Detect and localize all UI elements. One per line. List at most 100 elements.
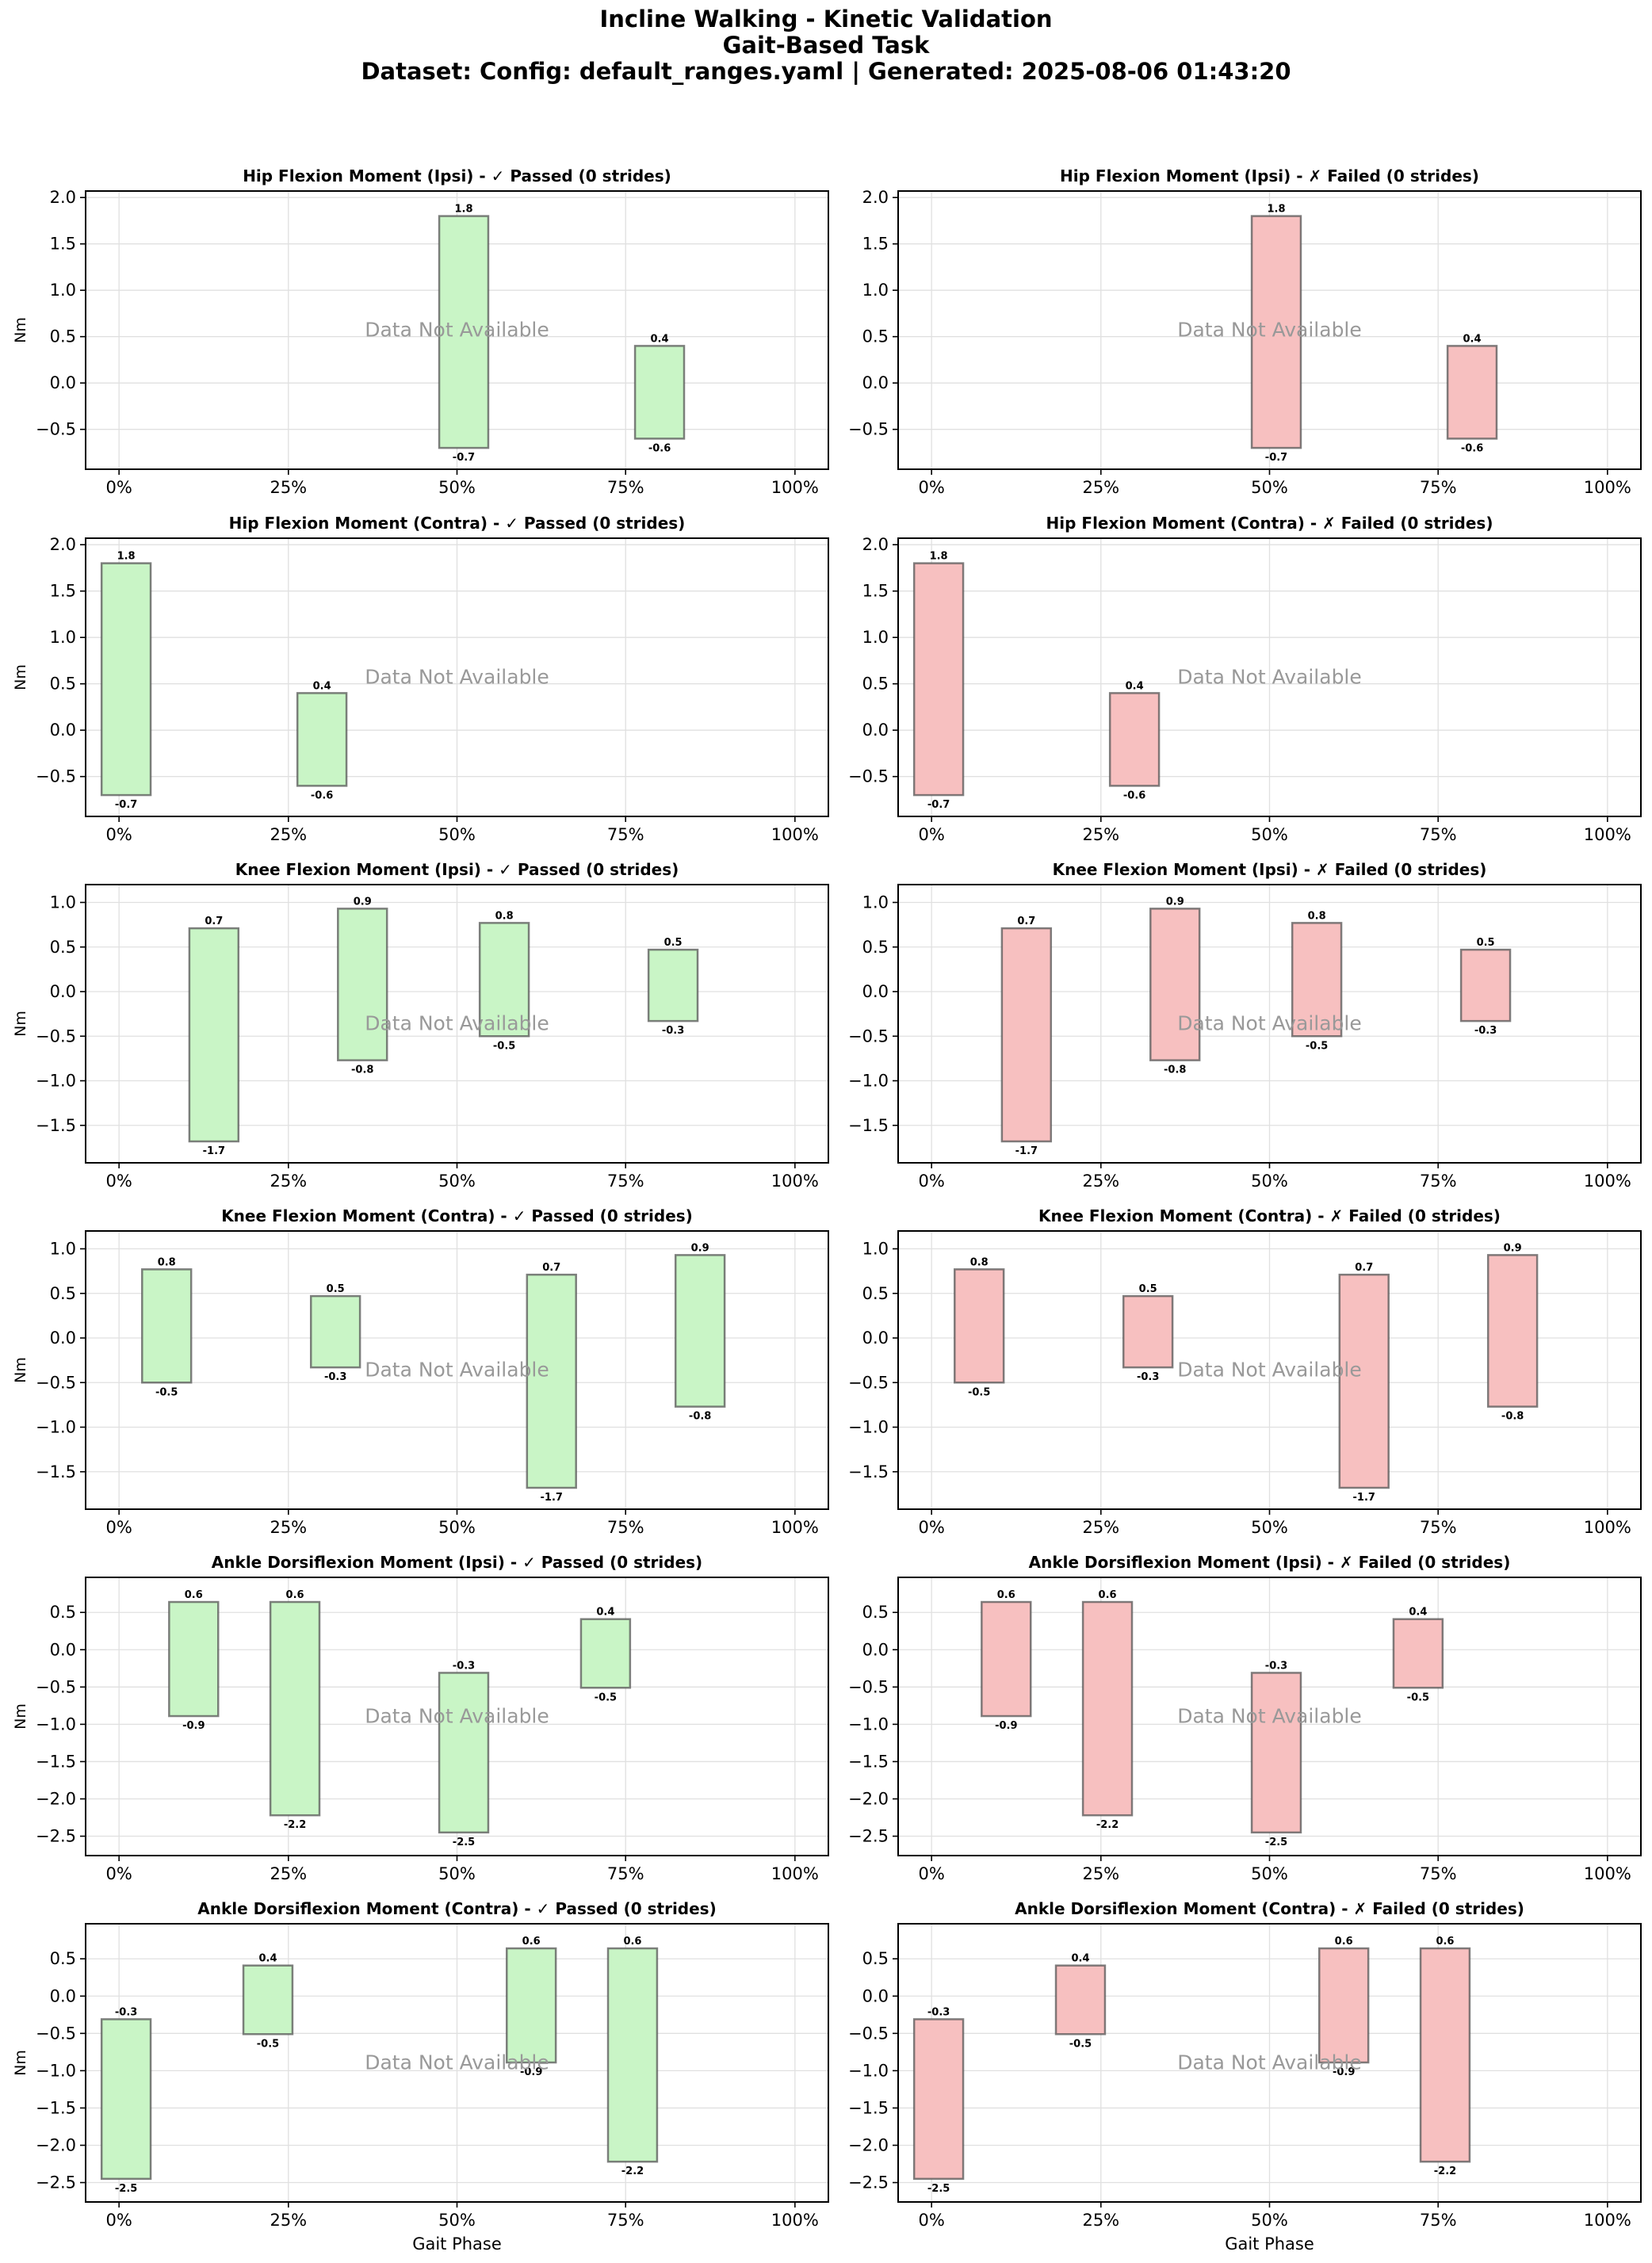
x-tick-label: 75% xyxy=(1420,1518,1457,1537)
bar-max-label: 0.7 xyxy=(1355,1262,1373,1274)
range-bar-2 xyxy=(635,346,684,438)
bar-min-label: -2.5 xyxy=(927,2183,950,2195)
x-tick-label: 75% xyxy=(1420,1864,1457,1883)
bar-max-label: 0.8 xyxy=(970,1256,989,1268)
bar-min-label: -2.5 xyxy=(453,1837,475,1848)
bar-min-label: -0.6 xyxy=(1461,442,1483,454)
x-tick-label: 50% xyxy=(438,2211,476,2230)
range-bar-4 xyxy=(1461,950,1510,1021)
range-bar-3 xyxy=(527,1275,576,1488)
subplot-4: 1.8-0.70.4-0.6Data Not Available0% 25% 50%… xyxy=(848,514,1641,844)
subplot-12: -0.3-2.50.4-0.50.6-0.90.6-2.2Data Not Av… xyxy=(848,1899,1641,2253)
y-tick-label: 0.5 xyxy=(50,1949,76,1968)
y-tick-label: −1.0 xyxy=(36,2061,76,2080)
y-tick-label: −1.5 xyxy=(848,1462,889,1481)
y-tick-label: 1.0 xyxy=(50,281,76,300)
y-tick-label: 1.0 xyxy=(862,628,889,647)
x-tick-label: 0% xyxy=(919,1518,945,1537)
subplot-8: 0.8-0.50.5-0.30.7-1.70.9-0.8Data Not Ava… xyxy=(848,1206,1641,1537)
x-tick-label: 100% xyxy=(1584,2211,1631,2230)
range-bar-1 xyxy=(914,2019,963,2178)
y-axis-label: Nm xyxy=(12,664,29,690)
range-bar-2 xyxy=(270,1602,319,1815)
bar-min-label: -0.3 xyxy=(324,1371,346,1383)
y-tick-label: 0.0 xyxy=(50,1640,76,1659)
data-not-available-label: Data Not Available xyxy=(365,666,549,689)
y-tick-label: −2.5 xyxy=(36,1827,76,1846)
y-tick-label: −0.5 xyxy=(36,1677,76,1696)
x-tick-label: 100% xyxy=(771,825,819,844)
bar-max-label: 0.7 xyxy=(542,1262,560,1274)
range-bar-4 xyxy=(1394,1619,1443,1688)
range-bar-2 xyxy=(1110,693,1159,786)
subplot-title: Ankle Dorsiflexion Moment (Ipsi) - ✓ Pas… xyxy=(212,1553,702,1572)
x-tick-label: 75% xyxy=(607,478,644,497)
bar-max-label: 0.5 xyxy=(1477,937,1495,949)
range-bar-1 xyxy=(954,1269,1004,1382)
data-not-available-label: Data Not Available xyxy=(365,1359,549,1382)
bar-min-label: -0.7 xyxy=(453,452,475,464)
y-tick-label: −0.5 xyxy=(36,420,76,439)
bar-min-label: -0.5 xyxy=(493,1040,515,1052)
bar-min-label: -0.8 xyxy=(1164,1065,1186,1076)
bar-max-label: 0.5 xyxy=(1139,1283,1157,1295)
bar-max-label: 0.9 xyxy=(1504,1242,1522,1254)
y-tick-label: −1.0 xyxy=(848,2061,889,2080)
y-tick-label: 0.0 xyxy=(50,1986,76,2005)
y-tick-label: −2.5 xyxy=(36,2173,76,2192)
bar-max-label: 0.6 xyxy=(623,1936,641,1948)
subplot-title: Ankle Dorsiflexion Moment (Ipsi) - ✗ Fai… xyxy=(1029,1553,1511,1572)
bar-min-label: -2.2 xyxy=(284,1819,306,1831)
bar-max-label: 0.6 xyxy=(1099,1589,1117,1601)
range-bar-3 xyxy=(439,1672,488,1832)
range-bar-1 xyxy=(189,928,239,1141)
bar-min-label: -0.5 xyxy=(155,1386,178,1398)
bar-min-label: -0.7 xyxy=(115,799,137,811)
bar-min-label: -1.7 xyxy=(1353,1492,1375,1504)
x-tick-label: 0% xyxy=(106,2211,132,2230)
x-tick-label: 25% xyxy=(1082,1864,1119,1883)
data-not-available-label: Data Not Available xyxy=(1177,1359,1362,1382)
y-tick-label: −2.0 xyxy=(36,1789,76,1808)
y-tick-label: 2.0 xyxy=(862,188,889,207)
range-bar-4 xyxy=(581,1619,630,1688)
range-bar-2 xyxy=(1123,1296,1172,1367)
y-tick-label: −1.0 xyxy=(36,1418,76,1437)
x-tick-label: 0% xyxy=(919,478,945,497)
y-tick-label: 1.0 xyxy=(50,893,76,912)
bar-max-label: 0.6 xyxy=(522,1936,541,1948)
bar-max-label: 0.4 xyxy=(596,1607,614,1619)
range-bar-2 xyxy=(1150,908,1199,1060)
bar-max-label: -0.3 xyxy=(1265,1660,1287,1672)
y-tick-label: −0.5 xyxy=(36,2024,76,2043)
y-tick-label: −0.5 xyxy=(848,2024,889,2043)
bar-max-label: 0.4 xyxy=(1409,1607,1427,1619)
bar-max-label: 0.8 xyxy=(158,1256,176,1268)
subplot-9: 0.6-0.90.6-2.2-0.3-2.50.4-0.5Data Not Av… xyxy=(12,1553,828,1883)
data-not-available-label: Data Not Available xyxy=(365,2051,549,2074)
x-tick-label: 0% xyxy=(919,1172,945,1191)
y-tick-label: −2.5 xyxy=(848,2173,889,2192)
x-tick-label: 25% xyxy=(1082,825,1119,844)
y-tick-label: −1.5 xyxy=(36,2098,76,2117)
bar-max-label: 0.5 xyxy=(664,937,683,949)
bar-max-label: 0.9 xyxy=(354,896,372,908)
bar-min-label: -2.5 xyxy=(115,2183,137,2195)
x-tick-label: 50% xyxy=(1251,1518,1288,1537)
subplot-title: Hip Flexion Moment (Ipsi) - ✓ Passed (0 … xyxy=(243,166,671,185)
y-tick-label: 0.0 xyxy=(862,1328,889,1347)
y-axis-label: Nm xyxy=(12,1357,29,1383)
x-tick-label: 50% xyxy=(1251,478,1288,497)
y-tick-label: 1.0 xyxy=(50,1240,76,1259)
bar-min-label: -0.5 xyxy=(257,2038,279,2050)
range-bar-1 xyxy=(101,564,151,796)
x-tick-label: 50% xyxy=(1251,2211,1288,2230)
x-axis-label: Gait Phase xyxy=(1225,2234,1314,2253)
bar-max-label: 0.6 xyxy=(286,1589,304,1601)
y-tick-label: 1.0 xyxy=(862,893,889,912)
range-bar-4 xyxy=(648,950,698,1021)
bar-max-label: 0.6 xyxy=(1335,1936,1353,1948)
range-bar-4 xyxy=(675,1255,725,1406)
bar-min-label: -0.6 xyxy=(311,789,333,801)
x-tick-label: 0% xyxy=(106,1518,132,1537)
